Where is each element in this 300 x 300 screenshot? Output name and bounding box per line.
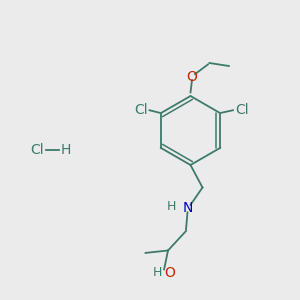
Text: Cl: Cl [134, 103, 148, 117]
Text: Cl: Cl [31, 143, 44, 157]
Text: Cl: Cl [235, 103, 249, 117]
Text: H: H [166, 200, 176, 213]
Text: N: N [182, 202, 193, 215]
Text: O: O [165, 266, 176, 280]
Text: O: O [187, 70, 197, 83]
Text: H: H [61, 143, 71, 157]
Text: H: H [153, 266, 162, 280]
